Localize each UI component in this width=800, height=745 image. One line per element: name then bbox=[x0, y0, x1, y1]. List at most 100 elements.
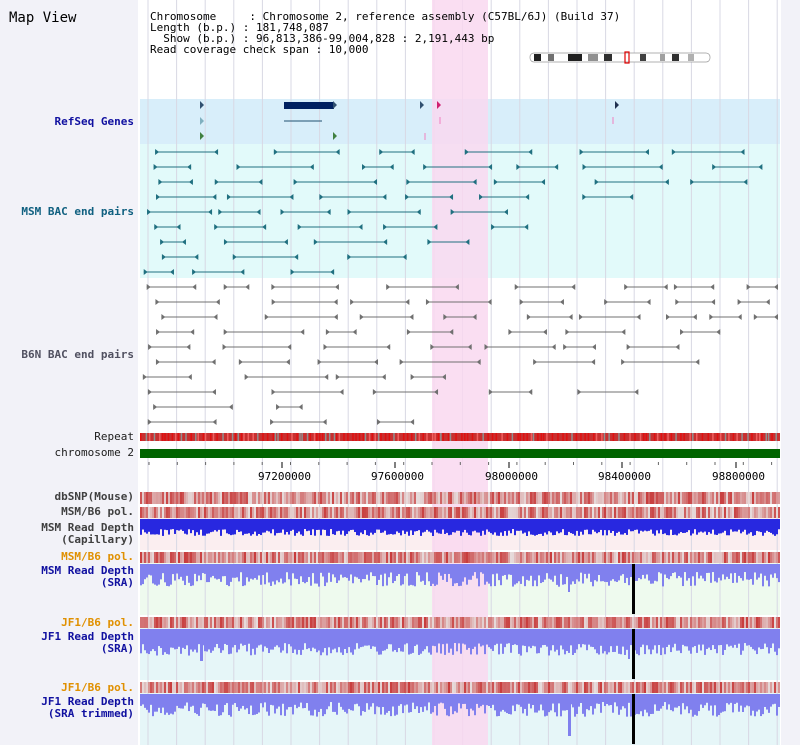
depth-bar bbox=[646, 694, 648, 713]
depth-bar bbox=[772, 519, 774, 535]
polymorphism-cell bbox=[224, 617, 226, 628]
depth-bar bbox=[434, 519, 436, 530]
repeat-element bbox=[197, 433, 200, 441]
polymorphism-cell bbox=[432, 682, 434, 693]
polymorphism-cell bbox=[474, 492, 476, 504]
polymorphism-cell bbox=[594, 617, 596, 628]
polymorphism-cell bbox=[312, 617, 314, 628]
msm-bac-end-pairs-track[interactable] bbox=[143, 149, 763, 275]
depth-bar bbox=[656, 564, 658, 582]
depth-bar bbox=[298, 694, 300, 707]
depth-bar bbox=[684, 564, 686, 573]
track-label-msm-b6-pol-2[interactable]: MSM/B6 pol. bbox=[61, 550, 134, 563]
polymorphism-cell bbox=[768, 682, 770, 693]
depth-bar bbox=[296, 519, 298, 534]
polymorphism-cell bbox=[518, 617, 520, 628]
depth-bar bbox=[490, 629, 492, 649]
polymorphism-cell bbox=[246, 617, 248, 628]
depth-bar bbox=[600, 519, 602, 530]
depth-bar bbox=[752, 694, 754, 711]
refseq-genes-track[interactable] bbox=[200, 101, 619, 140]
track-label-jf1-depth-sra[interactable]: JF1 Read Depth (SRA) bbox=[41, 631, 134, 655]
polymorphism-cell bbox=[674, 492, 676, 504]
b6n-bac-end bbox=[386, 284, 391, 290]
depth-bar bbox=[732, 694, 734, 713]
depth-bar bbox=[646, 519, 648, 532]
depth-bar bbox=[266, 519, 268, 531]
depth-bar bbox=[606, 564, 608, 583]
track-label-refseq-genes[interactable]: RefSeq Genes bbox=[54, 115, 134, 128]
read-depth-tracks[interactable] bbox=[140, 519, 780, 744]
polymorphism-cell bbox=[588, 682, 590, 693]
msm-bac-end bbox=[236, 164, 241, 170]
polymorphism-cell bbox=[166, 617, 168, 628]
track-label-msm-depth-sra[interactable]: MSM Read Depth (SRA) bbox=[41, 565, 134, 589]
depth-bar bbox=[468, 564, 470, 580]
polymorphism-cell bbox=[380, 552, 382, 563]
depth-bar bbox=[724, 694, 726, 712]
polymorphism-cell bbox=[478, 492, 480, 504]
polymorphism-cell bbox=[384, 617, 386, 628]
polymorphism-cell bbox=[700, 617, 702, 628]
depth-bar bbox=[536, 519, 538, 535]
polymorphism-cell bbox=[160, 552, 162, 563]
track-label-jf1-b6-pol-1[interactable]: JF1/B6 pol. bbox=[61, 616, 134, 629]
depth-bar bbox=[152, 694, 154, 717]
depth-bar bbox=[776, 519, 778, 535]
depth-bar bbox=[706, 519, 708, 535]
depth-bar bbox=[770, 629, 772, 648]
depth-bar bbox=[524, 564, 526, 587]
track-label-msm-bac[interactable]: MSM BAC end pairs bbox=[21, 205, 134, 218]
polymorphism-cell bbox=[636, 682, 638, 693]
depth-bar bbox=[336, 519, 338, 532]
polymorphism-tracks[interactable] bbox=[140, 492, 780, 693]
polymorphism-cell bbox=[386, 507, 388, 518]
depth-bar bbox=[146, 519, 148, 534]
b6n-bac-end-pairs-track[interactable] bbox=[142, 284, 778, 425]
depth-bar bbox=[588, 519, 590, 535]
depth-bar bbox=[640, 519, 642, 531]
polymorphism-cell bbox=[238, 507, 240, 518]
depth-bar bbox=[584, 694, 586, 717]
track-label-msm-b6-pol-1[interactable]: MSM/B6 pol. bbox=[61, 505, 134, 518]
repeat-track[interactable] bbox=[140, 433, 780, 441]
depth-bar bbox=[468, 519, 470, 535]
depth-bar bbox=[508, 564, 510, 575]
b6n-bac-end bbox=[430, 344, 435, 350]
chromosome-bar[interactable] bbox=[140, 449, 780, 458]
polymorphism-cell bbox=[158, 617, 160, 628]
repeat-element bbox=[612, 433, 615, 441]
polymorphism-cell bbox=[322, 507, 324, 518]
track-label-repeat[interactable]: Repeat bbox=[94, 430, 134, 443]
polymorphism-cell bbox=[182, 507, 184, 518]
depth-bar bbox=[726, 629, 728, 645]
track-label-dbsnp[interactable]: dbSNP(Mouse) bbox=[54, 490, 134, 503]
depth-bar bbox=[620, 564, 622, 576]
depth-bar bbox=[664, 694, 666, 703]
track-label-chromosome[interactable]: chromosome 2 bbox=[54, 446, 134, 459]
track-label-b6n-bac[interactable]: B6N BAC end pairs bbox=[21, 348, 134, 361]
chromosome-ideogram[interactable] bbox=[529, 51, 711, 64]
polymorphism-cell bbox=[478, 617, 480, 628]
depth-bar bbox=[258, 629, 260, 646]
depth-bar bbox=[548, 519, 550, 532]
track-label-jf1-b6-pol-2[interactable]: JF1/B6 pol. bbox=[61, 681, 134, 694]
depth-bar bbox=[730, 694, 732, 703]
depth-bar bbox=[340, 629, 342, 653]
polymorphism-cell bbox=[378, 682, 380, 693]
track-label-msm-depth-capillary[interactable]: MSM Read Depth (Capillary) bbox=[41, 522, 134, 546]
depth-bar bbox=[362, 694, 364, 712]
depth-bar bbox=[698, 694, 700, 712]
polymorphism-cell bbox=[508, 507, 510, 518]
depth-bar bbox=[300, 564, 302, 577]
depth-bar bbox=[706, 629, 708, 649]
depth-bar bbox=[426, 564, 428, 573]
b6n-bac-end bbox=[148, 344, 153, 350]
depth-bar bbox=[536, 564, 538, 587]
polymorphism-cell bbox=[330, 682, 332, 693]
depth-bar bbox=[700, 629, 702, 651]
depth-bar bbox=[750, 694, 752, 716]
track-label-jf1-depth-trimmed[interactable]: JF1 Read Depth (SRA trimmed) bbox=[41, 696, 134, 720]
depth-bar bbox=[324, 629, 326, 649]
